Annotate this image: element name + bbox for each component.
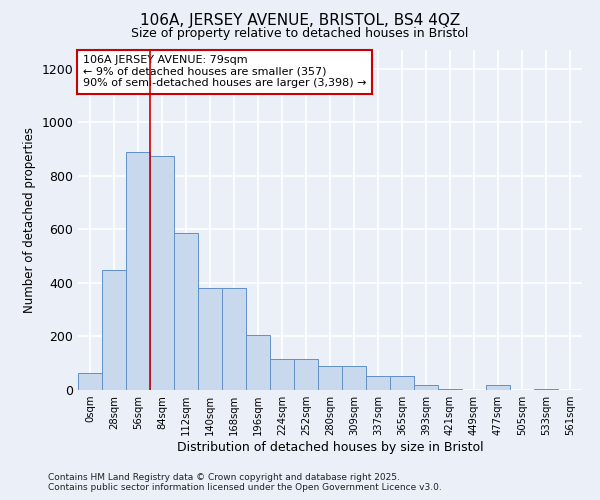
Bar	[534, 388, 558, 390]
Bar	[294, 359, 318, 390]
Bar	[222, 288, 246, 390]
Bar	[78, 372, 102, 390]
Bar	[390, 376, 414, 390]
Text: Size of property relative to detached houses in Bristol: Size of property relative to detached ho…	[131, 28, 469, 40]
Bar	[438, 388, 462, 390]
Bar	[198, 288, 222, 390]
Bar	[366, 376, 390, 390]
Text: 106A JERSEY AVENUE: 79sqm
← 9% of detached houses are smaller (357)
90% of semi-: 106A JERSEY AVENUE: 79sqm ← 9% of detach…	[83, 55, 367, 88]
Bar	[270, 359, 294, 390]
Bar	[150, 156, 174, 390]
Bar	[174, 234, 198, 390]
Bar	[342, 366, 366, 390]
Text: Contains HM Land Registry data © Crown copyright and database right 2025.
Contai: Contains HM Land Registry data © Crown c…	[48, 473, 442, 492]
Bar	[246, 335, 270, 390]
Bar	[318, 366, 342, 390]
Bar	[102, 270, 126, 390]
Bar	[486, 385, 510, 390]
Y-axis label: Number of detached properties: Number of detached properties	[23, 127, 36, 313]
Text: 106A, JERSEY AVENUE, BRISTOL, BS4 4QZ: 106A, JERSEY AVENUE, BRISTOL, BS4 4QZ	[140, 12, 460, 28]
Bar	[414, 385, 438, 390]
Bar	[126, 152, 150, 390]
X-axis label: Distribution of detached houses by size in Bristol: Distribution of detached houses by size …	[176, 441, 484, 454]
